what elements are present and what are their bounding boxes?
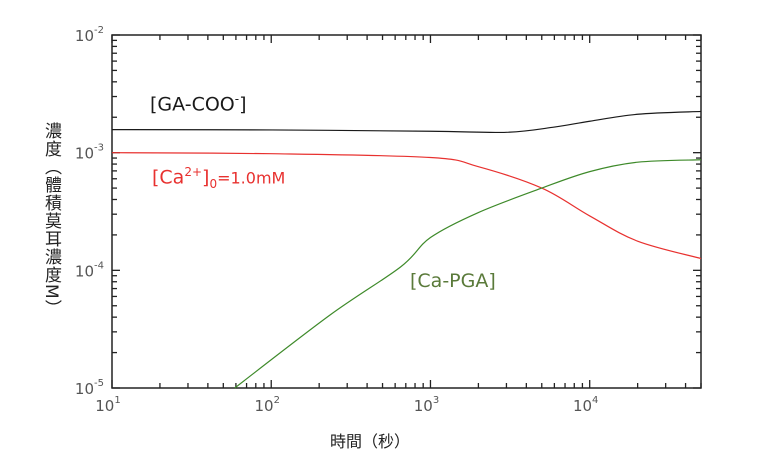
series-line-2 — [234, 159, 702, 389]
x-tick-label: 101 — [95, 395, 120, 415]
series-line-0 — [111, 110, 702, 134]
y-axis-label: 濃度（體積莫耳濃度M） — [41, 122, 61, 318]
label-ca-pga: [Ca-PGA] — [410, 270, 496, 292]
label-ca-initial: [Ca2+]0=1.0mM — [152, 165, 286, 192]
x-axis-label: 時間（秒） — [330, 432, 411, 451]
x-tick-label: 102 — [254, 395, 279, 415]
x-tick-label: 104 — [573, 395, 598, 415]
series-line-1 — [111, 152, 702, 260]
y-tick-label: 10-4 — [75, 260, 104, 280]
y-tick-label: 10-3 — [75, 143, 104, 163]
y-tick-label: 10-5 — [75, 378, 104, 398]
x-tick-label: 103 — [414, 395, 439, 415]
y-tick-label: 10-2 — [75, 25, 104, 45]
label-ga-coo: [GA-COO-] — [150, 92, 247, 116]
plot-frame — [111, 34, 702, 389]
